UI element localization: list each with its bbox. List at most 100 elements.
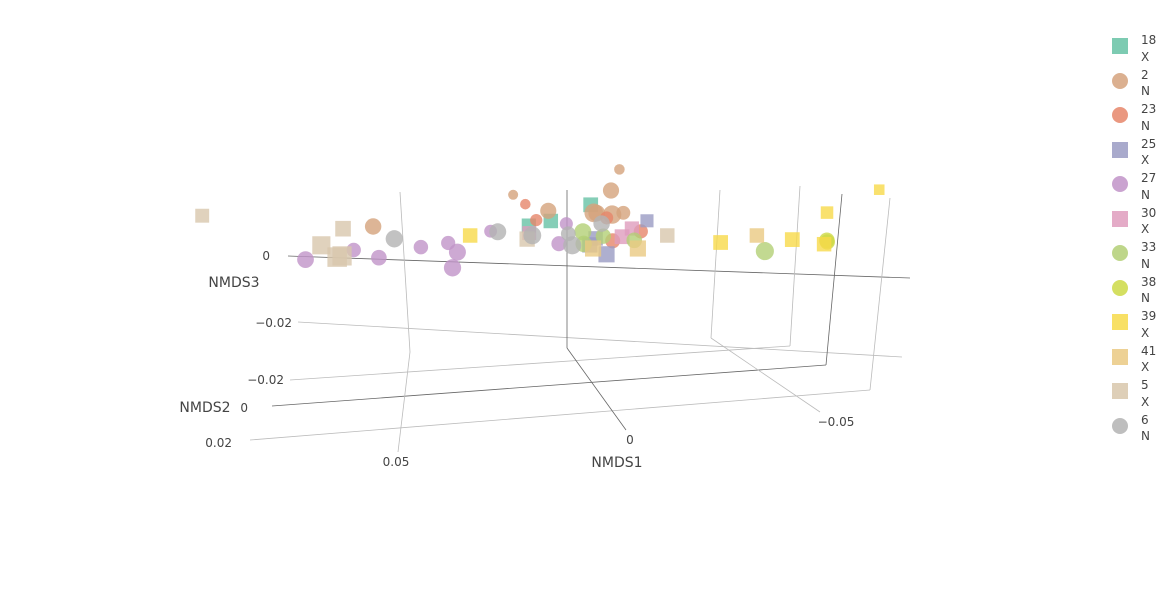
legend-label: 6 N xyxy=(1141,412,1150,444)
data-point-square[interactable] xyxy=(713,235,728,250)
back-edge-line xyxy=(869,197,891,391)
legend-label: 39 X xyxy=(1141,309,1157,340)
data-point-square[interactable] xyxy=(335,220,351,237)
y-axis-line xyxy=(271,364,827,407)
data-point-circle[interactable] xyxy=(364,218,382,235)
data-point-circle[interactable] xyxy=(297,251,314,268)
legend-swatch xyxy=(1112,417,1128,434)
x-tick-label: 0 xyxy=(626,433,634,447)
z-axis-title: NMDS3 xyxy=(208,275,259,291)
legend-label: 18 X xyxy=(1141,33,1157,64)
x-tick-label: −0.05 xyxy=(818,415,855,429)
x-gridline xyxy=(789,185,801,347)
data-point-square[interactable] xyxy=(820,206,834,219)
data-point-square[interactable] xyxy=(873,184,885,195)
x-gridline xyxy=(710,337,821,413)
data-point-circle[interactable] xyxy=(593,215,610,232)
legend-label: 33 N xyxy=(1141,240,1157,271)
legend-swatch xyxy=(1112,383,1128,399)
y-tick-label: 0 xyxy=(240,401,248,415)
legend-item[interactable]: 25 X xyxy=(1110,136,1170,171)
legend-item[interactable]: 41 X xyxy=(1110,343,1170,378)
data-point-circle[interactable] xyxy=(385,230,403,248)
legend-item[interactable]: 30 X xyxy=(1110,205,1170,240)
legend-swatch xyxy=(1112,314,1128,330)
data-point-square[interactable] xyxy=(640,214,654,228)
legend-swatch xyxy=(1112,176,1128,192)
y-gridline xyxy=(249,389,871,441)
legend-item[interactable]: 23 N xyxy=(1110,101,1170,136)
legend-label: 25 X xyxy=(1141,136,1157,168)
legend-label: 23 N xyxy=(1141,102,1157,133)
legend-swatch xyxy=(1112,107,1128,123)
x-gridline xyxy=(397,351,411,453)
data-point-circle[interactable] xyxy=(523,226,542,245)
data-point-square[interactable] xyxy=(195,208,210,223)
data-point-circle[interactable] xyxy=(574,223,592,241)
legend-item[interactable]: 5 X xyxy=(1110,377,1170,412)
z-gridline xyxy=(297,321,903,358)
data-point-circle[interactable] xyxy=(443,259,462,277)
data-point-circle[interactable] xyxy=(540,202,557,219)
data-point-circle[interactable] xyxy=(520,198,531,210)
z-zero-gridline xyxy=(287,255,911,279)
legend-label: 5 X xyxy=(1141,378,1150,409)
data-point-circle[interactable] xyxy=(489,223,507,241)
y-axis-title: NMDS2 xyxy=(179,400,230,416)
legend-item[interactable]: 18 X xyxy=(1110,32,1170,67)
legend-item[interactable]: 27 N xyxy=(1110,170,1170,205)
legend-item[interactable]: 38 N xyxy=(1110,274,1170,309)
legend-label: 38 N xyxy=(1141,274,1157,306)
legend-swatch xyxy=(1112,348,1128,365)
x-gridline xyxy=(399,191,411,353)
z-tick-label: −0.02 xyxy=(255,316,292,330)
data-point-circle[interactable] xyxy=(508,189,519,200)
data-point-square[interactable] xyxy=(749,228,765,243)
x-axis-title: NMDS1 xyxy=(591,455,642,471)
data-point-square[interactable] xyxy=(312,236,331,255)
x-gridline xyxy=(710,189,721,339)
legend-item[interactable]: 6 N xyxy=(1110,412,1170,447)
data-point-square[interactable] xyxy=(784,232,800,247)
data-point-square[interactable] xyxy=(332,246,352,266)
legend-swatch xyxy=(1112,72,1128,89)
data-point-square[interactable] xyxy=(660,228,675,243)
legend-item[interactable]: 33 N xyxy=(1110,239,1170,274)
legend-swatch xyxy=(1112,38,1128,54)
legend-item[interactable]: 2 N xyxy=(1110,67,1170,102)
legend-label: 2 N xyxy=(1141,67,1150,99)
legend-label: 27 N xyxy=(1141,171,1157,202)
back-edge-line xyxy=(825,193,843,366)
data-point-circle[interactable] xyxy=(551,236,567,252)
data-point-square[interactable] xyxy=(598,246,615,263)
data-point-square[interactable] xyxy=(614,229,630,245)
data-point-square[interactable] xyxy=(462,228,478,243)
legend: 18 X 2 N 23 N 25 X 27 N 30 X 33 N 38 N 39 X 41 X 5… xyxy=(1110,32,1170,446)
data-point-circle[interactable] xyxy=(595,228,611,244)
z-tick-label: 0 xyxy=(262,249,270,263)
y-tick-label: 0.02 xyxy=(205,436,232,450)
data-point-circle[interactable] xyxy=(448,243,466,261)
y-gridline xyxy=(289,345,791,381)
data-point-square[interactable] xyxy=(585,240,602,257)
data-point-circle[interactable] xyxy=(755,242,774,261)
data-point-circle[interactable] xyxy=(560,226,576,242)
legend-swatch xyxy=(1112,245,1128,261)
data-point-circle[interactable] xyxy=(614,164,625,175)
data-point-circle[interactable] xyxy=(530,213,543,227)
axes-frame xyxy=(249,185,911,453)
data-point-square[interactable] xyxy=(816,236,832,252)
data-point-circle[interactable] xyxy=(371,249,387,266)
x-tick-label: 0.05 xyxy=(383,455,410,469)
legend-swatch xyxy=(1112,210,1128,227)
y-tick-label: −0.02 xyxy=(247,373,284,387)
data-point-circle[interactable] xyxy=(413,239,429,255)
legend-item[interactable]: 39 X xyxy=(1110,308,1170,343)
axis-labels: NMDS1 NMDS2 NMDS3 0.05 0 −0.05 0.02 0 −0… xyxy=(179,249,854,471)
data-point-circle[interactable] xyxy=(602,182,620,199)
data-point-square[interactable] xyxy=(629,240,646,257)
data-points xyxy=(195,164,885,277)
legend-label: 30 X xyxy=(1141,205,1157,237)
x-axis-line xyxy=(566,347,627,431)
